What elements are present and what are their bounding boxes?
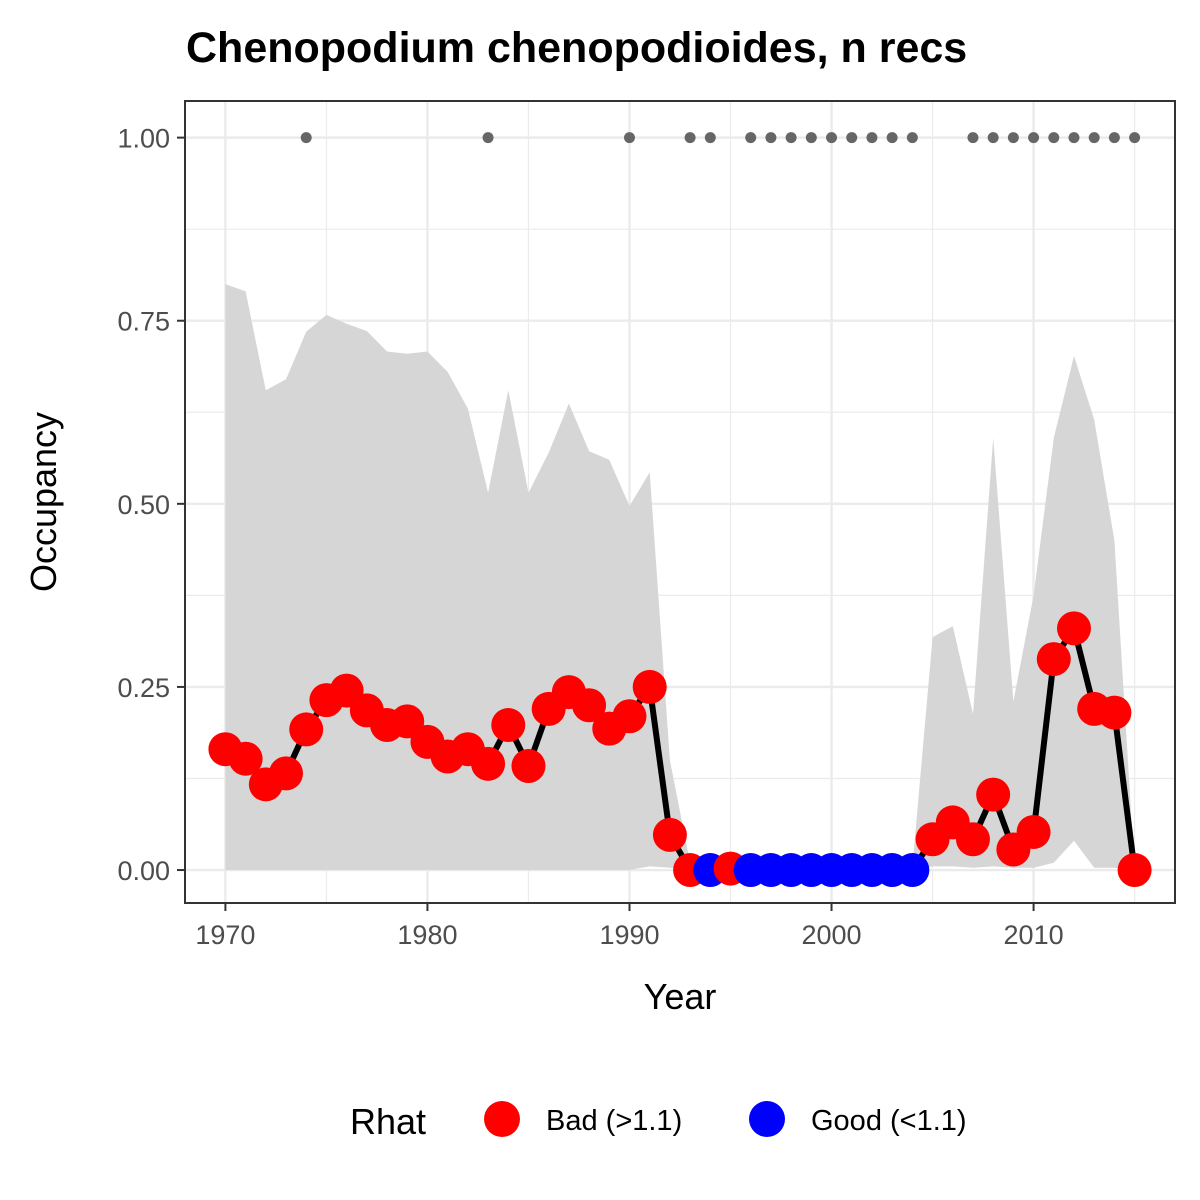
data-point-bad (955, 822, 990, 857)
record-marker (745, 132, 757, 144)
legend: Rhat Bad (>1.1) Good (<1.1) (350, 1101, 967, 1142)
data-point-bad (976, 777, 1011, 812)
record-marker (785, 132, 797, 144)
x-tick-label: 1980 (397, 920, 457, 950)
data-point-bad (1117, 853, 1152, 888)
record-marker (1007, 132, 1019, 144)
legend-label-good: Good (<1.1) (811, 1105, 967, 1137)
record-marker (886, 132, 898, 144)
y-tick-label: 1.00 (117, 124, 170, 154)
record-marker (987, 132, 999, 144)
record-marker (482, 132, 494, 144)
record-marker (805, 132, 817, 144)
record-marker (906, 132, 918, 144)
x-tick-label: 1990 (599, 920, 659, 950)
chart-title: Chenopodium chenopodioides, n recs (186, 24, 967, 72)
record-marker (1108, 132, 1120, 144)
record-marker (704, 132, 716, 144)
y-axis-title: Occupancy (23, 412, 64, 592)
occupancy-points (208, 611, 1152, 888)
record-markers (300, 132, 1141, 144)
record-marker (1028, 132, 1040, 144)
data-point-bad (269, 756, 304, 791)
y-tick-label: 0.50 (117, 490, 170, 520)
record-marker (866, 132, 878, 144)
ribbon-area (225, 284, 1135, 871)
x-axis-title: Year (644, 976, 717, 1017)
record-marker (1048, 132, 1060, 144)
data-point-bad (1056, 611, 1091, 646)
record-marker (765, 132, 777, 144)
legend-key-bad (484, 1101, 520, 1137)
panel-border (184, 100, 1176, 904)
legend-title: Rhat (350, 1101, 426, 1142)
record-marker (967, 132, 979, 144)
data-point-bad (652, 817, 687, 852)
y-tick-label: 0.00 (117, 856, 170, 886)
x-axis: 1970 1980 1990 2000 2010 (195, 903, 1064, 950)
record-marker (846, 132, 858, 144)
data-point-bad (228, 741, 263, 776)
y-tick-label: 0.75 (117, 307, 170, 337)
data-point-bad (1036, 642, 1071, 677)
record-marker (1068, 132, 1080, 144)
data-point-bad (612, 699, 647, 734)
data-point-bad (289, 712, 324, 747)
data-point-bad (1097, 695, 1132, 730)
x-tick-label: 2000 (801, 920, 861, 950)
record-marker (826, 132, 838, 144)
x-tick-label: 2010 (1004, 920, 1064, 950)
y-axis: 0.00 0.25 0.50 0.75 1.00 (117, 124, 185, 886)
data-point-bad (491, 708, 526, 743)
confidence-ribbon (225, 284, 1135, 871)
x-tick-label: 1970 (195, 920, 255, 950)
record-marker (300, 132, 312, 144)
data-point-bad (572, 688, 607, 723)
record-marker (1129, 132, 1141, 144)
plot-panel (184, 100, 1176, 904)
record-marker (623, 132, 635, 144)
y-tick-label: 0.25 (117, 673, 170, 703)
data-point-bad (1016, 814, 1051, 849)
record-marker (684, 132, 696, 144)
data-point-bad (511, 749, 546, 784)
record-marker (1088, 132, 1100, 144)
data-point-good (895, 853, 930, 888)
legend-key-good (749, 1101, 785, 1137)
legend-label-bad: Bad (>1.1) (546, 1105, 682, 1137)
data-point-bad (471, 746, 506, 781)
data-point-bad (632, 669, 667, 704)
